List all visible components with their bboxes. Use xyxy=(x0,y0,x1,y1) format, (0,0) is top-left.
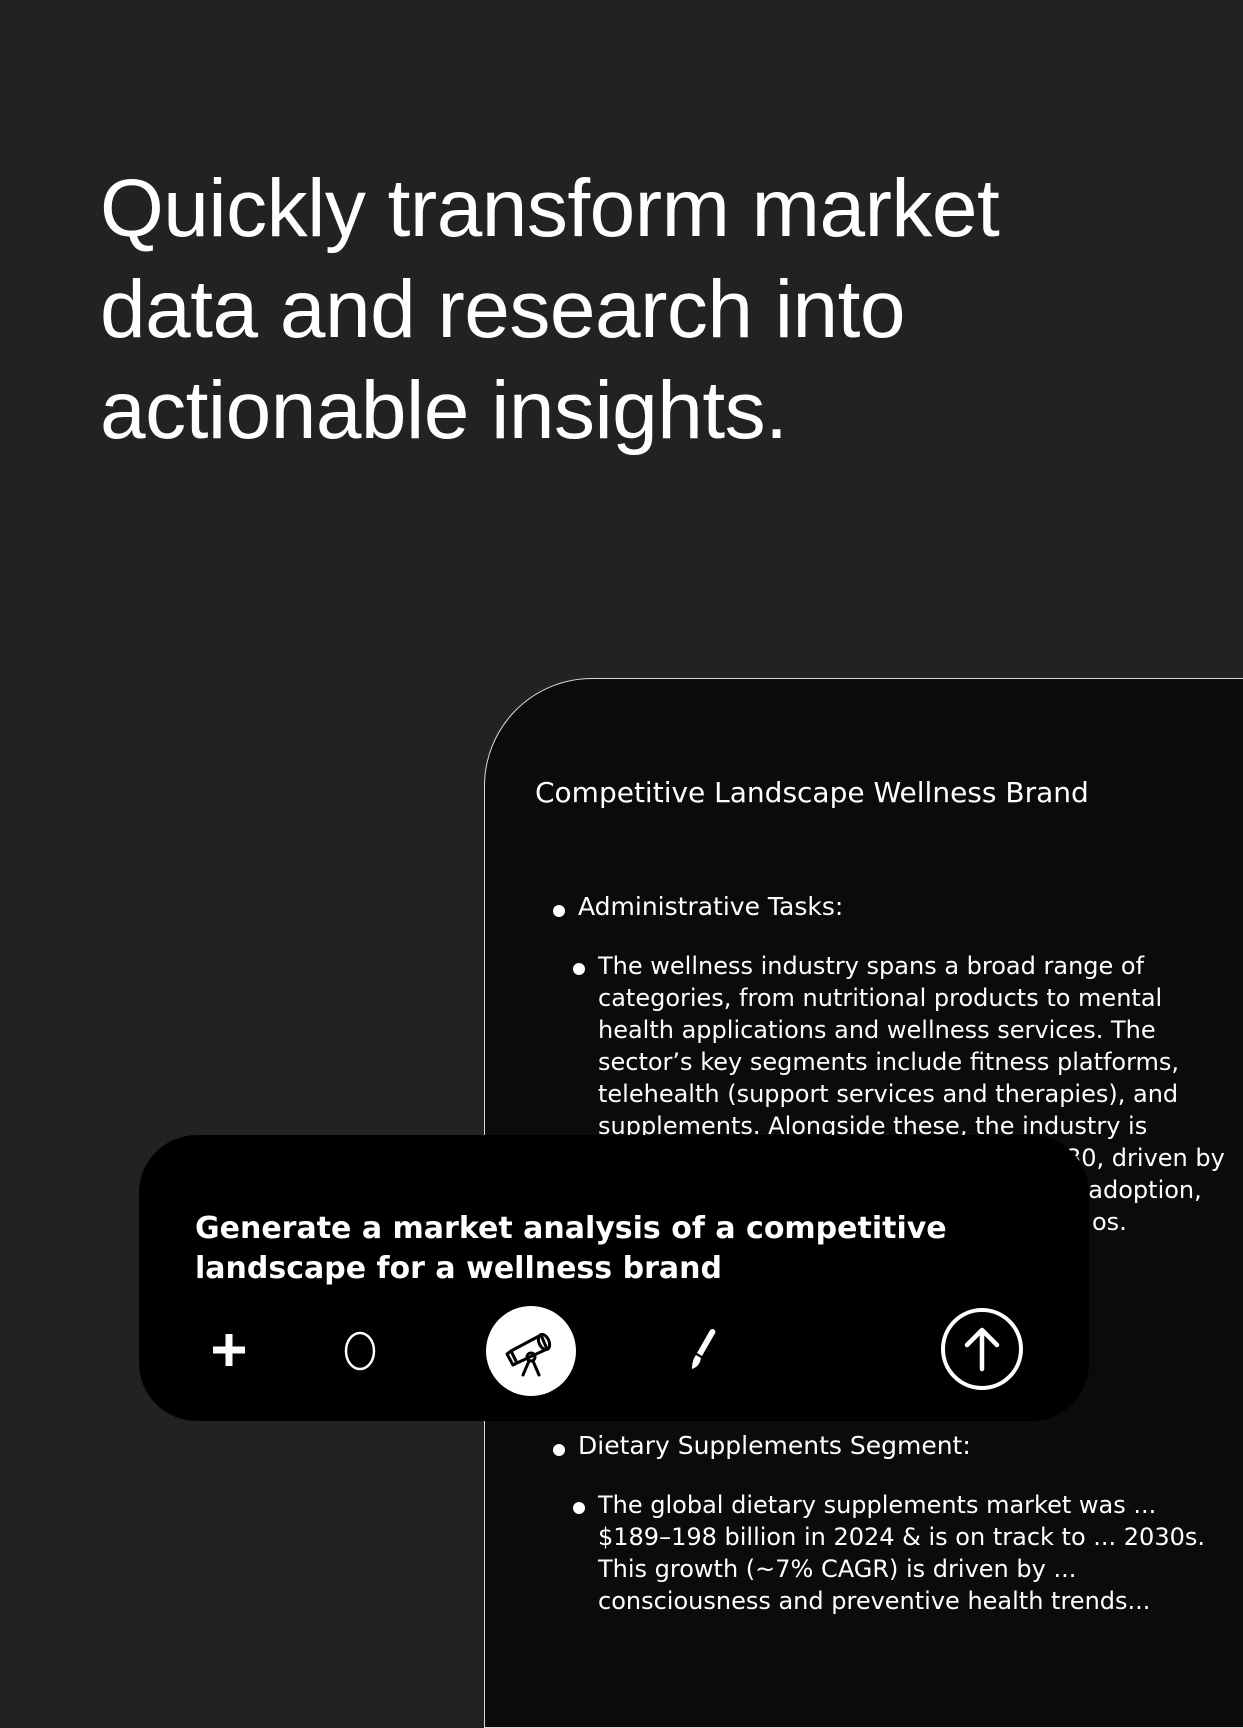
plus-icon xyxy=(213,1334,245,1366)
headline-line: actionable insights. xyxy=(100,365,788,456)
partial-body-fragments: 30, driven by l adoption, os. xyxy=(1066,1142,1225,1238)
prompt-line: landscape for a wellness brand xyxy=(195,1251,722,1286)
body-line: sector’s key segments include fitness pl… xyxy=(598,1048,1180,1076)
prompt-composer[interactable]: Generate a market analysis of a competit… xyxy=(139,1135,1089,1421)
body-line: telehealth (support services and therapi… xyxy=(598,1080,1179,1108)
arrow-up-circle-icon xyxy=(941,1308,1023,1390)
body-line: $189–198 billion in 2024 & is on track t… xyxy=(598,1523,1205,1551)
body-line: health applications and wellness service… xyxy=(598,1016,1156,1044)
reasoning-button[interactable] xyxy=(338,1327,382,1375)
paintbrush-icon xyxy=(692,1329,716,1369)
lightbulb-outline-icon xyxy=(344,1331,376,1371)
headline-line: data and research into xyxy=(100,264,906,355)
body-line: consciousness and preventive health tren… xyxy=(598,1587,1151,1615)
telescope-icon xyxy=(505,1332,552,1377)
body-line: The global dietary supplements market wa… xyxy=(598,1491,1157,1519)
research-button[interactable] xyxy=(486,1306,576,1396)
canvas-button[interactable] xyxy=(679,1323,723,1375)
document-title: Competitive Landscape Wellness Brand xyxy=(535,776,1089,809)
section-heading-administrative: Administrative Tasks: xyxy=(550,892,843,921)
section-body-administrative: The wellness industry spans a broad rang… xyxy=(570,950,1240,1142)
body-line: The wellness industry spans a broad rang… xyxy=(598,952,1145,980)
body-line: categories, from nutritional products to… xyxy=(598,984,1163,1012)
body-fragment: os. xyxy=(1092,1208,1127,1236)
prompt-line: Generate a market analysis of a competit… xyxy=(195,1211,947,1246)
body-fragment: 30, driven by xyxy=(1066,1144,1225,1172)
body-fragment: l adoption, xyxy=(1074,1176,1202,1204)
section-body-supplements: The global dietary supplements market wa… xyxy=(570,1489,1240,1617)
add-button[interactable] xyxy=(205,1326,253,1374)
headline-line: Quickly transform market xyxy=(100,163,1000,254)
headline: Quickly transform market data and resear… xyxy=(100,158,1100,461)
body-line: This growth (~7% CAGR) is driven by ... xyxy=(598,1555,1077,1583)
send-button[interactable] xyxy=(940,1307,1024,1391)
prompt-input[interactable]: Generate a market analysis of a competit… xyxy=(195,1209,947,1289)
section-heading-supplements: Dietary Supplements Segment: xyxy=(550,1431,971,1460)
